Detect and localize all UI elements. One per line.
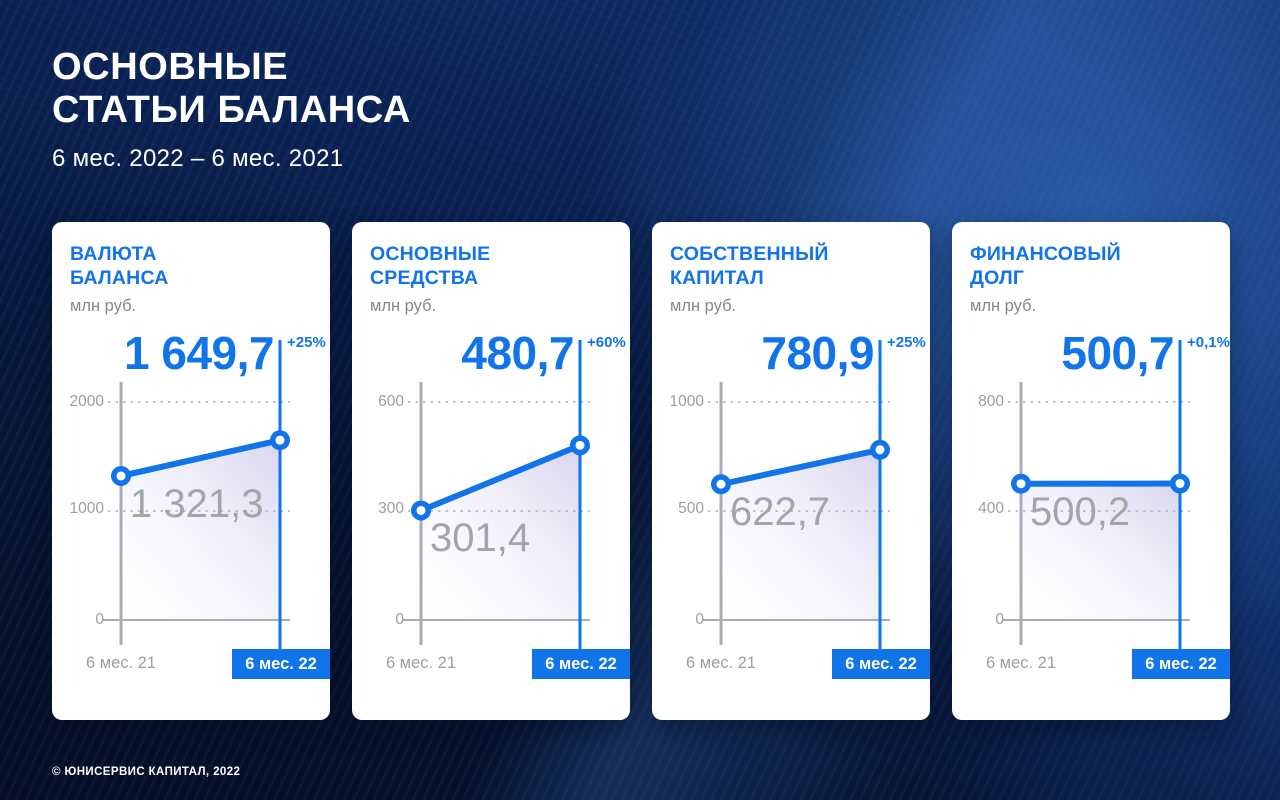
card-title: СОБСТВЕННЫЙ КАПИТАЛ: [652, 222, 930, 290]
card-balance-currency: ВАЛЮТА БАЛАНСА млн руб. 1 649,7 +25% 200…: [52, 222, 330, 720]
chart-svg: [1002, 340, 1190, 672]
header: ОСНОВНЫЕ СТАТЬИ БАЛАНСА 6 мес. 2022 – 6 …: [52, 46, 411, 173]
x-label-curr-badge: 6 мес. 22: [832, 649, 930, 679]
chart-svg: [102, 340, 290, 672]
ytick-label: 1000: [669, 393, 704, 410]
current-value: 500,7: [1061, 327, 1174, 379]
card-title-line2: ДОЛГ: [970, 267, 1025, 289]
page-title-line2: СТАТЬИ БАЛАНСА: [52, 89, 411, 131]
area-fill: [721, 449, 880, 620]
card-fixed-assets: ОСНОВНЫЕ СРЕДСТВА млн руб. 480,7 +60% 60…: [352, 222, 630, 720]
x-label-prev: 6 мес. 21: [685, 654, 757, 672]
current-value: 480,7: [461, 327, 574, 379]
ytick-label: 300: [378, 500, 404, 517]
area-fill: [121, 440, 280, 620]
change-label: +60%: [587, 334, 626, 351]
x-label-prev: 6 мес. 21: [985, 654, 1057, 672]
x-label-prev: 6 мес. 21: [85, 654, 157, 672]
ytick-label: 400: [978, 500, 1004, 517]
trend-line: [718, 446, 883, 488]
current-value: 1 649,7: [124, 327, 274, 379]
card-title-line2: СРЕДСТВА: [370, 267, 479, 289]
change-label: +0,1%: [1187, 334, 1230, 351]
card-title-line1: ВАЛЮТА: [70, 243, 157, 265]
card-title-line1: СОБСТВЕННЫЙ: [670, 243, 829, 265]
previous-value: 500,2: [1030, 489, 1131, 534]
ytick-label: 0: [395, 611, 404, 628]
change-label: +25%: [287, 334, 326, 351]
data-point-curr-hole: [275, 435, 285, 445]
card-title: ОСНОВНЫЕ СРЕДСТВА: [352, 222, 630, 290]
previous-value: 622,7: [730, 490, 831, 535]
previous-value: 301,4: [430, 516, 531, 561]
card-title-line2: КАПИТАЛ: [670, 267, 764, 289]
card-title-line1: ОСНОВНЫЕ: [370, 243, 491, 265]
current-value: 780,9: [761, 327, 874, 379]
data-point-curr-hole: [1175, 479, 1185, 489]
ytick-label: 800: [978, 393, 1004, 410]
ytick-label: 500: [678, 500, 704, 517]
x-label-curr-badge: 6 мес. 22: [1132, 649, 1230, 679]
data-point-prev-hole: [1016, 479, 1026, 489]
previous-value: 1 321,3: [130, 481, 264, 526]
card-title: ВАЛЮТА БАЛАНСА: [52, 222, 330, 290]
page-subtitle: 6 мес. 2022 – 6 мес. 2021: [52, 145, 344, 172]
x-label-curr-badge: 6 мес. 22: [532, 649, 630, 679]
ytick-label: 0: [695, 611, 704, 628]
ytick-label: 2000: [69, 393, 104, 410]
ytick-label: 1000: [69, 500, 104, 517]
change-label: +25%: [887, 334, 926, 351]
card-unit: млн руб.: [970, 297, 1037, 315]
chart-svg: [402, 340, 590, 672]
ytick-label: 0: [95, 611, 104, 628]
card-title: ФИНАНСОВЫЙ ДОЛГ: [952, 222, 1230, 290]
x-label-curr-badge: 6 мес. 22: [232, 649, 330, 679]
page-title-line1: ОСНОВНЫЕ: [52, 46, 289, 88]
card-financial-debt: ФИНАНСОВЫЙ ДОЛГ млн руб. 500,7 +0,1% 800…: [952, 222, 1230, 720]
ytick-label: 600: [378, 393, 404, 410]
card-unit: млн руб.: [370, 297, 437, 315]
chart-svg: [702, 340, 890, 672]
area-fill: [1021, 483, 1180, 620]
footer-copyright: © ЮНИСЕРВИС КАПИТАЛ, 2022: [52, 766, 241, 778]
data-point-prev-hole: [716, 479, 726, 489]
card-equity: СОБСТВЕННЫЙ КАПИТАЛ млн руб. 780,9 +25% …: [652, 222, 930, 720]
card-title-line1: ФИНАНСОВЫЙ: [970, 243, 1121, 265]
card-unit: млн руб.: [670, 297, 737, 315]
card-title-line2: БАЛАНСА: [70, 267, 169, 289]
ytick-label: 0: [995, 611, 1004, 628]
trend-line: [418, 442, 583, 514]
x-label-prev: 6 мес. 21: [385, 654, 457, 672]
data-point-curr-hole: [875, 445, 885, 455]
area-fill: [421, 445, 580, 620]
data-point-curr-hole: [575, 440, 585, 450]
card-unit: млн руб.: [70, 297, 137, 315]
data-point-prev-hole: [416, 505, 426, 515]
trend-line: [118, 437, 283, 479]
data-point-prev-hole: [116, 471, 126, 481]
page-title: ОСНОВНЫЕ СТАТЬИ БАЛАНСА: [52, 46, 411, 132]
